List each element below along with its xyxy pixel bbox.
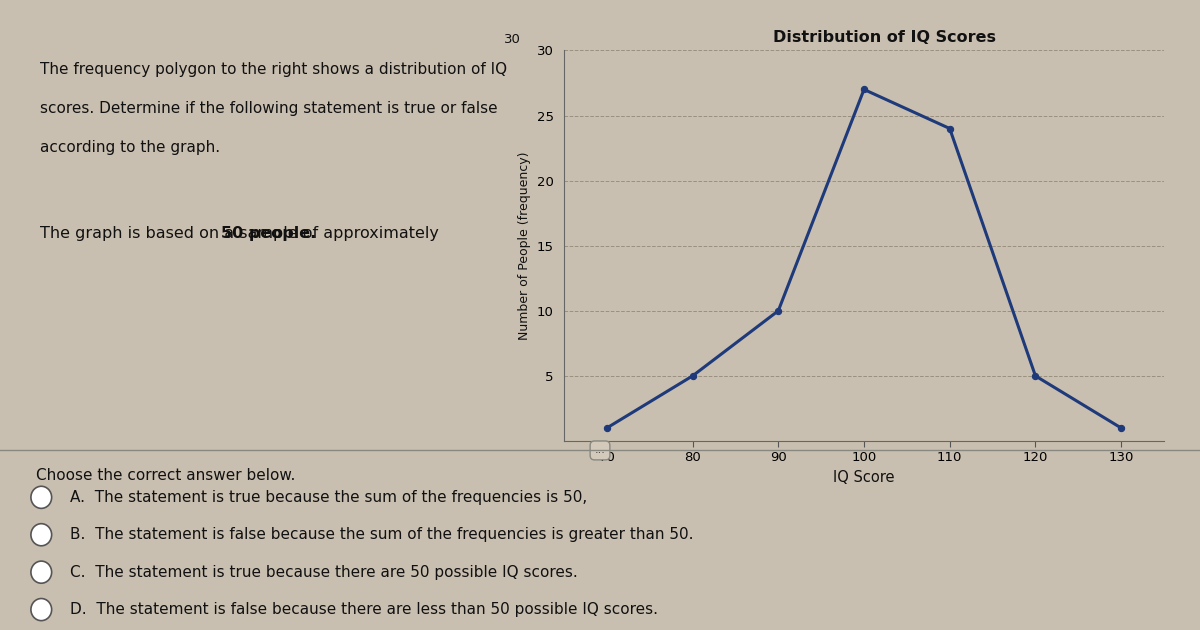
Text: 50 people.: 50 people. <box>221 226 316 241</box>
X-axis label: IQ Score: IQ Score <box>833 470 895 485</box>
Text: The frequency polygon to the right shows a distribution of IQ: The frequency polygon to the right shows… <box>40 62 506 77</box>
Ellipse shape <box>31 561 52 583</box>
Text: A.  The statement is true because the sum of the frequencies is 50,: A. The statement is true because the sum… <box>70 490 587 505</box>
Text: ...: ... <box>594 445 606 455</box>
Text: B.  The statement is false because the sum of the frequencies is greater than 50: B. The statement is false because the su… <box>70 527 694 542</box>
Text: C.  The statement is true because there are 50 possible IQ scores.: C. The statement is true because there a… <box>70 564 578 580</box>
Ellipse shape <box>31 486 52 508</box>
Text: according to the graph.: according to the graph. <box>40 140 220 155</box>
Text: Distribution of IQ Scores: Distribution of IQ Scores <box>773 30 996 45</box>
Ellipse shape <box>31 524 52 546</box>
Text: scores. Determine if the following statement is true or false: scores. Determine if the following state… <box>40 101 498 116</box>
Text: The graph is based on a sample of approximately: The graph is based on a sample of approx… <box>40 226 444 241</box>
Text: 30: 30 <box>504 33 521 47</box>
Ellipse shape <box>31 598 52 621</box>
Text: Choose the correct answer below.: Choose the correct answer below. <box>36 468 295 483</box>
Y-axis label: Number of People (frequency): Number of People (frequency) <box>518 151 532 340</box>
Text: D.  The statement is false because there are less than 50 possible IQ scores.: D. The statement is false because there … <box>70 602 658 617</box>
